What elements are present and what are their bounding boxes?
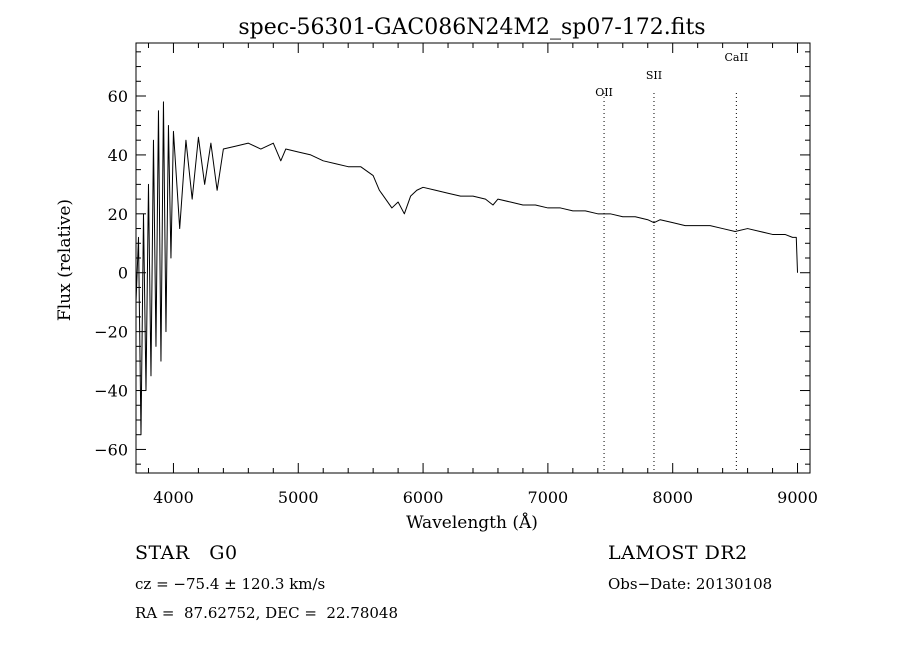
y-tick-label: 20 <box>108 205 128 224</box>
x-tick-label: 5000 <box>278 488 319 507</box>
x-axis-label: Wavelength (Å) <box>406 512 538 533</box>
x-tick-label: 7000 <box>528 488 569 507</box>
spectrum-chart: spec-56301-GAC086N24M2_sp07-172.fits 400… <box>55 15 818 533</box>
line-marker-label: CaII <box>725 51 749 64</box>
chart-title: spec-56301-GAC086N24M2_sp07-172.fits <box>238 15 705 40</box>
x-tick-label: 4000 <box>153 488 194 507</box>
y-tick-label: −20 <box>94 323 128 342</box>
object-class-text: STAR G0 <box>135 542 238 564</box>
line-marker-label: OII <box>595 86 613 99</box>
y-tick-label: 60 <box>108 87 128 106</box>
y-tick-label: −40 <box>94 382 128 401</box>
x-tick-label: 9000 <box>777 488 818 507</box>
survey-name-text: LAMOST DR2 <box>608 542 748 564</box>
redshift-velocity-text: cz = −75.4 ± 120.3 km/s <box>135 575 326 593</box>
y-tick-label: 40 <box>108 146 128 165</box>
spectrum-line <box>135 101 799 436</box>
x-tick-label: 6000 <box>403 488 444 507</box>
x-tick-label: 8000 <box>652 488 693 507</box>
plot-area: 4000 5000 6000 7000 8000 9000 −60 −40 −20 0 20 40 60… <box>94 42 818 507</box>
y-axis-label: Flux (relative) <box>55 199 75 321</box>
line-marker-label: SII <box>646 69 662 82</box>
y-tick-label: −60 <box>94 440 128 459</box>
coordinates-text: RA = 87.62752, DEC = 22.78048 <box>135 604 399 622</box>
y-tick-label: 0 <box>118 264 128 283</box>
plot-frame <box>135 42 811 474</box>
observation-date-text: Obs−Date: 20130108 <box>608 575 773 593</box>
